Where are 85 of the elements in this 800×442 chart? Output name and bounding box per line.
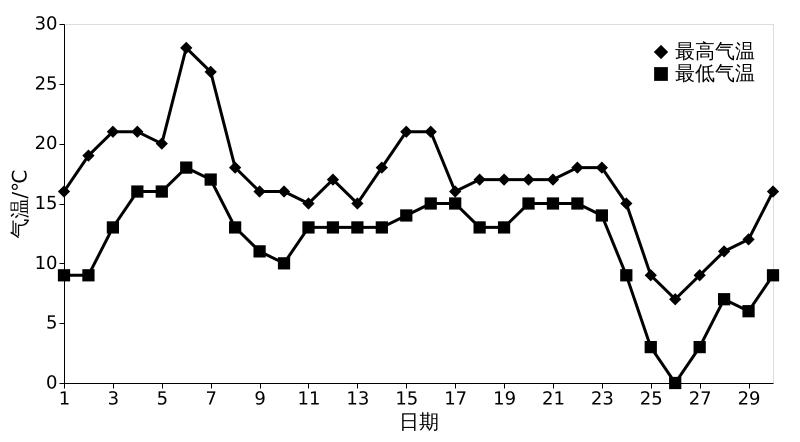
point [546,173,560,186]
x-tick-label: 25 [640,388,663,410]
point [620,197,632,210]
x-tick-label: 17 [444,388,468,410]
y-tick-label: 0 [46,372,58,394]
y-tick-label: 15 [34,193,58,214]
point [424,126,437,138]
point [766,269,780,282]
point [229,161,242,174]
point [204,66,217,78]
point [596,161,608,174]
point [351,197,364,210]
point [742,233,755,246]
point [596,209,608,222]
point [694,340,706,354]
point [571,161,584,174]
point [400,126,412,138]
y-tick-label: 10 [34,252,58,274]
point [253,245,266,258]
x-tick-label: 27 [688,388,712,410]
x-tick-label: 1 [58,388,70,410]
x-tick-label: 15 [395,388,418,410]
point [82,269,95,282]
x-tick-label: 13 [346,388,370,410]
point [253,185,266,198]
point [571,197,584,210]
point [718,293,730,306]
point [326,173,340,186]
x-tick-label: 19 [493,388,516,410]
point [376,221,388,234]
point [498,173,510,186]
point [82,150,95,162]
x-tick-label: 21 [542,388,565,410]
point [156,138,168,150]
point [326,221,340,234]
point [473,221,486,234]
point [669,376,682,390]
point [351,221,364,234]
point [644,340,657,354]
point [106,221,120,234]
y-tick-label: 30 [34,14,58,34]
x-axis-title: 日期 [399,410,439,434]
point [302,221,315,234]
point [131,126,144,138]
x-tick-label: 9 [254,388,266,410]
x-tick-label: 7 [205,388,217,410]
legend-label: 最低气温 [675,61,755,85]
point [58,185,70,198]
point [694,269,706,282]
point [204,173,217,186]
point [644,269,657,282]
point [669,293,682,306]
x-tick-label: 11 [298,388,320,410]
point [131,185,144,198]
point [106,126,120,138]
legend-label: 最高气温 [675,39,755,63]
point [58,269,70,282]
point [766,185,780,198]
point [498,221,510,234]
point [522,197,535,210]
point [400,209,412,222]
point [546,197,560,210]
point [449,185,462,198]
point [229,221,242,234]
point [522,173,535,186]
point [180,161,192,174]
point [742,305,755,318]
point [424,197,437,210]
point [376,161,388,174]
point [620,269,632,282]
point [473,173,486,186]
point [180,42,192,54]
x-tick-label: 3 [108,388,120,410]
point [278,257,290,270]
y-axis-title: 气温/℃ [8,169,32,239]
x-tick-label: 29 [738,388,761,410]
y-tick-label: 20 [34,133,58,154]
point [449,197,462,210]
x-tick-label: 23 [590,388,614,410]
point [156,185,168,198]
point [302,197,315,210]
x-tick-label: 5 [156,388,168,410]
y-tick-label: 5 [46,312,58,334]
y-tick-label: 25 [34,73,58,94]
point [718,245,730,258]
